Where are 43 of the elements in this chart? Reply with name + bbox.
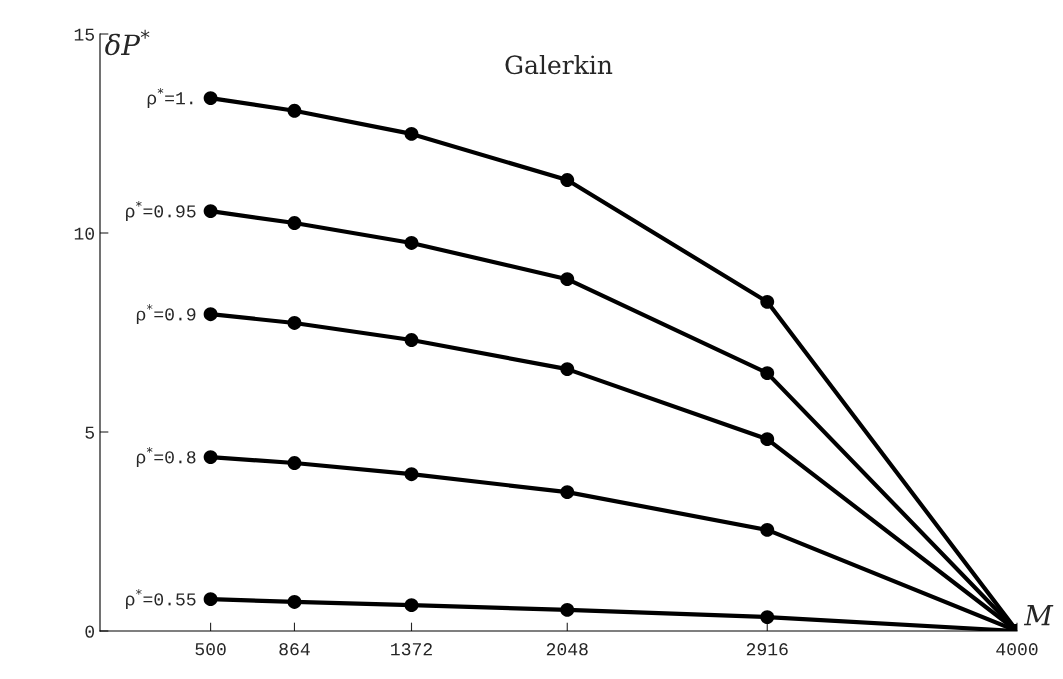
point [203, 91, 218, 106]
point [760, 610, 775, 625]
point [203, 592, 218, 607]
point [560, 485, 575, 500]
point [404, 598, 419, 613]
point [203, 450, 218, 465]
series-label: ρ$^{*}$=0.9 [136, 304, 196, 325]
y-tick-label: 0 [85, 625, 95, 638]
series-label: ρ$^{*}$=1. [147, 87, 193, 109]
point [760, 366, 775, 381]
point [287, 103, 302, 118]
y-tick-label: 15 [74, 28, 94, 41]
point [404, 236, 419, 250]
x-tick-label: 4000 [996, 643, 1038, 656]
point [203, 307, 218, 322]
point [287, 595, 302, 609]
point [287, 216, 302, 230]
point [560, 362, 575, 377]
point [287, 456, 302, 470]
point [404, 126, 419, 141]
y-axis-title: δP$^{*}$ [105, 29, 150, 56]
x-tick-label: 2048 [546, 643, 588, 656]
point [560, 272, 575, 287]
y-tick-label: 5 [85, 426, 94, 439]
series-label: ρ$^{*}$=0.95 [126, 201, 196, 222]
point [760, 432, 775, 447]
point [404, 333, 419, 348]
point [760, 522, 775, 537]
point [560, 602, 575, 617]
text: Galerkin [505, 54, 613, 75]
point [287, 316, 302, 330]
x-axis-title: M [1023, 604, 1054, 626]
x-tick-label: 1372 [391, 643, 432, 656]
point [203, 204, 218, 219]
point [404, 467, 419, 482]
series-label: ρ$^{*}$=0.8 [136, 446, 196, 467]
point [760, 294, 775, 309]
point [560, 173, 575, 188]
y-tick-label: 10 [74, 227, 95, 240]
series-label: ρ$^{*}$=0.55 [126, 589, 196, 610]
x-tick-label: 2916 [746, 643, 788, 656]
x-tick-label: 864 [279, 643, 310, 656]
x-tick-label: 500 [195, 643, 226, 656]
